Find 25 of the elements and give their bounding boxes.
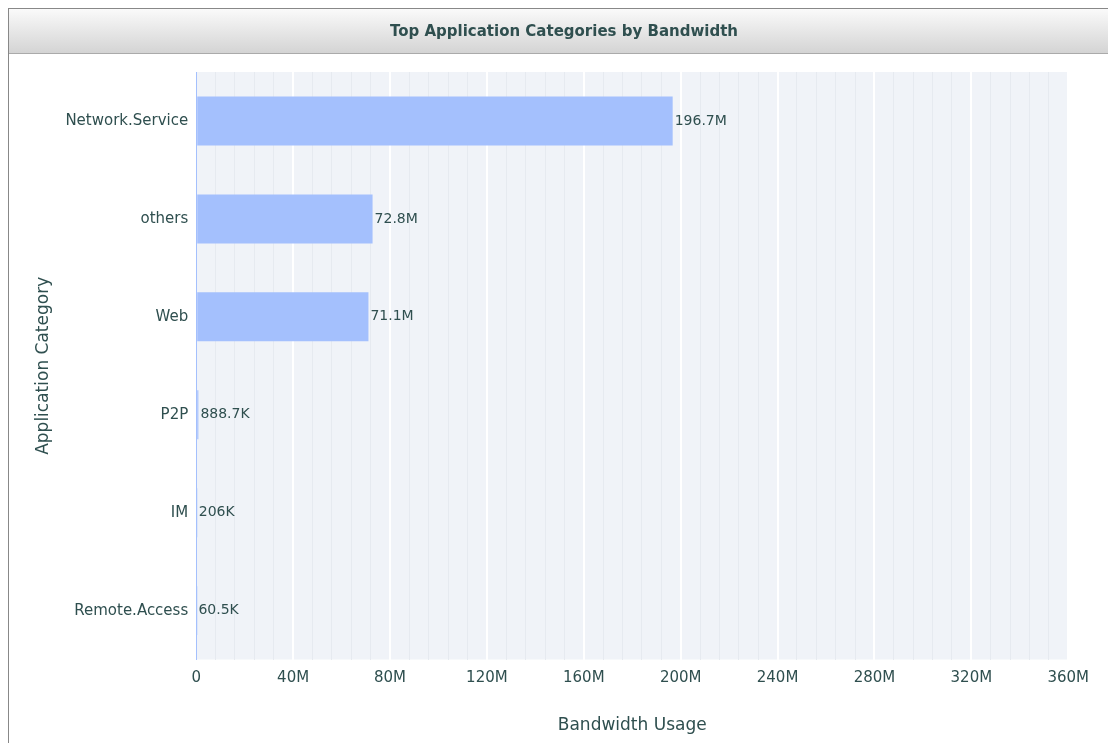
x-tick-label: 280M <box>853 668 896 687</box>
x-tick-label: 160M <box>562 668 605 687</box>
data-label: 71.1M <box>370 307 414 324</box>
y-tick-label: P2P <box>160 404 189 423</box>
data-label: 72.8M <box>374 209 418 226</box>
x-tick-label: 240M <box>756 668 799 687</box>
y-tick-label: Network.Service <box>65 110 189 129</box>
y-tick-label: Remote.Access <box>74 600 189 619</box>
x-tick-label: 360M <box>1047 668 1089 687</box>
chart-title: Top Application Categories by Bandwidth <box>9 9 1108 54</box>
data-label: 206K <box>198 503 236 520</box>
x-tick-label: 320M <box>950 668 993 687</box>
data-label: 196.7M <box>674 111 727 128</box>
data-label: 888.7K <box>200 405 251 422</box>
data-label: 60.5K <box>198 601 240 618</box>
x-tick-label: 200M <box>659 668 702 687</box>
x-tick-label: 40M <box>277 668 310 687</box>
x-tick-label: 0 <box>191 668 202 687</box>
y-tick-label: Web <box>155 306 189 325</box>
x-tick-label: 120M <box>466 668 508 687</box>
y-tick-label: others <box>140 208 189 227</box>
y-tick-label: IM <box>170 502 189 521</box>
x-tick-label: 80M <box>373 668 407 687</box>
x-axis-title: Bandwidth Usage <box>557 714 707 735</box>
y-axis-title: Application Category <box>31 276 52 455</box>
